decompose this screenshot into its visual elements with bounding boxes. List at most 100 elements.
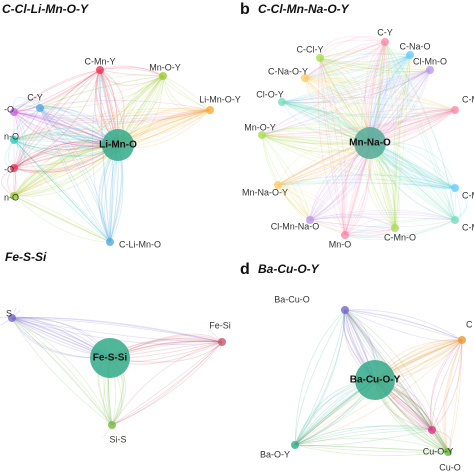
edge [319,57,346,236]
edge [162,75,211,112]
edge [13,195,111,243]
edge [13,109,211,141]
node-label: C-Cl-Y [297,44,324,54]
edge [281,101,456,116]
node-blob [206,106,214,114]
edge [99,69,164,86]
edge [294,444,449,453]
edge [294,425,433,446]
edge [39,107,111,243]
node-label: C-Mn-Y [85,56,116,66]
edge [304,53,411,79]
edge [344,218,456,236]
node-blob [278,98,286,106]
edge [309,209,456,221]
edge [304,68,431,79]
center-blob [355,360,395,400]
edge [11,317,113,426]
edge [344,309,463,342]
edge [13,195,111,243]
edge [319,50,411,59]
edge [304,77,456,111]
edge [277,174,456,189]
node-blob [391,224,399,232]
edge [99,69,118,243]
edge [384,41,401,229]
edge [344,309,449,453]
edge [103,424,113,438]
node-blob [444,448,452,456]
edge [304,69,431,79]
edge [319,57,431,73]
edge [294,339,463,446]
node-blob [106,238,114,246]
edge [319,54,411,65]
edge [13,75,164,197]
edge [13,133,119,146]
edge [442,339,463,453]
edge [261,134,456,189]
edge [431,339,463,431]
node-blob [96,66,104,74]
node-blob [426,66,434,74]
edge [261,69,431,136]
node-blob [258,131,266,139]
edge [13,109,211,197]
edge [111,341,223,426]
edge [13,195,111,243]
center-label: Mn-Na-O [349,138,391,149]
edge [309,219,396,229]
node-label: Cl-Mn-Na-O [271,221,320,231]
node-blob [108,421,116,429]
edge [11,317,223,343]
edge [261,109,456,136]
edge [261,134,311,221]
edge [304,64,431,79]
edge [393,54,411,229]
edge [304,54,411,79]
edge [304,77,456,111]
edge [11,317,223,343]
panel-letter: b [240,1,250,18]
edge [319,39,386,59]
edge [99,69,111,243]
edge [11,317,113,426]
edge [11,317,223,343]
edge [261,134,456,189]
edge [431,339,463,431]
edge [209,329,223,343]
edge [277,142,371,187]
edge [281,54,411,103]
edge [13,69,101,169]
edge [454,187,457,221]
edge [277,178,456,189]
edge [11,317,113,426]
edge [261,109,456,136]
edge [384,41,456,221]
edge [304,77,456,111]
edge [111,341,223,426]
edge [344,227,396,238]
node-blob [451,106,459,114]
edge [39,107,111,243]
edge [319,54,411,63]
edge [13,69,101,169]
edge [13,195,111,243]
edge [13,109,211,141]
edge [281,101,456,118]
node-label: C-M [462,94,474,104]
edge [384,41,456,221]
edge [319,57,431,71]
edge [111,341,223,426]
node-label: C-M [462,190,474,200]
node-label: C-Mn-O [384,232,416,242]
edge [319,57,431,73]
edge [99,69,164,77]
edge [13,69,101,169]
edge [304,41,386,79]
node-label: Cu-O [439,462,461,472]
edge [13,111,19,169]
edge [13,139,111,243]
node-blob [428,426,436,434]
edge [13,75,164,197]
